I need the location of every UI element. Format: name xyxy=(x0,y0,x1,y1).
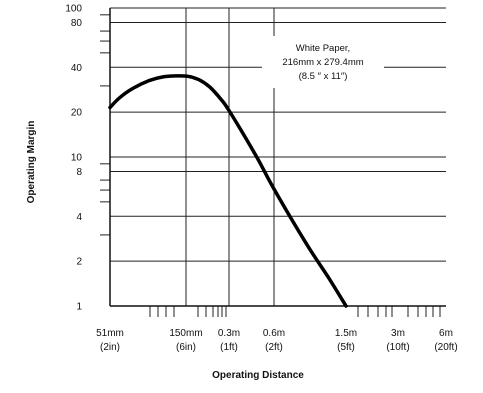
annotation-line-2: 216mm x 279.4mm xyxy=(282,57,363,68)
x-tick-label: 3m xyxy=(391,328,405,339)
annotation-background xyxy=(262,36,384,88)
y-tick-label: 100 xyxy=(65,4,82,15)
x-tick-label: 0.3m xyxy=(218,328,240,339)
x-tick-label: 6m xyxy=(439,328,453,339)
annotation-line-1: White Paper, xyxy=(296,43,350,54)
series-line xyxy=(108,74,348,308)
y-tick-label: 4 xyxy=(76,212,82,223)
annotation-layer: White Paper, 216mm x 279.4mm (8.5 ″ x 11… xyxy=(262,36,384,88)
x-tick-label-imperial: (2in) xyxy=(100,342,120,353)
x-tick-label: 150mm xyxy=(169,328,202,339)
y-tick-label: 1 xyxy=(76,302,82,313)
y-tick-label: 10 xyxy=(71,153,83,164)
x-tick-label: 51mm xyxy=(96,328,124,339)
x-tick-label: 0.6m xyxy=(263,328,285,339)
y-axis-title: Operating Margin xyxy=(26,121,37,204)
y-tick-label: 2 xyxy=(76,257,82,268)
x-tick-label: 1.5m xyxy=(335,328,357,339)
x-tick-label-imperial: (5ft) xyxy=(337,342,355,353)
series-layer xyxy=(108,74,348,308)
x-tick-label-imperial: (2ft) xyxy=(265,342,283,353)
y-tick-label: 8 xyxy=(76,167,82,178)
y-tick-label: 80 xyxy=(71,18,83,29)
axes-layer xyxy=(109,8,446,307)
x-tick-label-imperial: (6in) xyxy=(176,342,196,353)
annotation-line-3: (8.5 ″ x 11″) xyxy=(299,71,348,82)
x-tick-label-imperial: (10ft) xyxy=(386,342,409,353)
y-tick-label: 20 xyxy=(71,108,83,119)
y-tick-label: 40 xyxy=(71,63,83,74)
x-tick-label-imperial: (20ft) xyxy=(434,342,457,353)
x-tick-label-imperial: (1ft) xyxy=(220,342,238,353)
labels-layer: Operating Distance Operating Margin 1 2 4 8… xyxy=(26,4,458,382)
minor-ticks xyxy=(100,14,441,317)
x-axis-title: Operating Distance xyxy=(212,370,304,381)
